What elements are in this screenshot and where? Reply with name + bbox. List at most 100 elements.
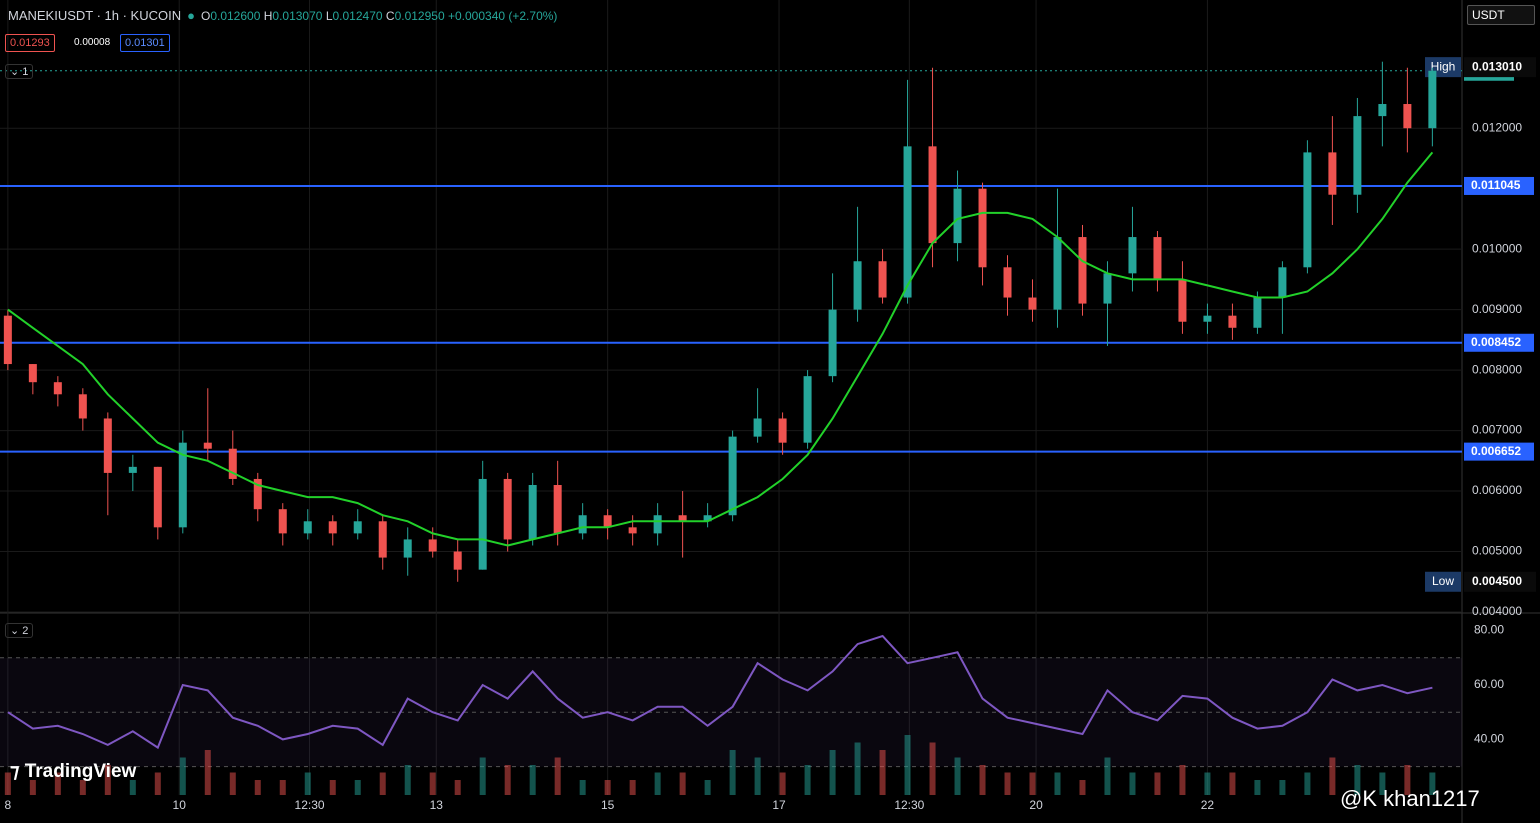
ohlc: O0.012600 H0.013070 L0.012470 C0.012950 … xyxy=(201,9,557,23)
candle-body xyxy=(1003,267,1012,298)
volume-bar xyxy=(454,780,461,795)
volume-bar xyxy=(904,735,911,795)
candle-body xyxy=(1403,104,1412,129)
volume-bar xyxy=(829,750,836,795)
pane-toggle[interactable]: ⌄ 2 xyxy=(5,623,34,638)
candle-body xyxy=(1278,267,1287,298)
volume-bar xyxy=(329,780,336,795)
watermark: @K khan1217 xyxy=(1340,786,1480,811)
rsi-tick-label: 80.00 xyxy=(1474,623,1504,637)
volume-bar xyxy=(1204,772,1211,795)
volume-bar xyxy=(154,772,161,795)
pane-toggle[interactable]: ⌄ 1 xyxy=(5,64,34,79)
c-label: C xyxy=(385,8,395,23)
x-tick-label: 10 xyxy=(173,798,187,812)
candle-body xyxy=(1053,237,1062,310)
candle-body xyxy=(678,515,687,522)
volume-bar xyxy=(1404,765,1411,795)
candle-body xyxy=(128,466,137,473)
volume-bar xyxy=(429,772,436,795)
candle-body xyxy=(778,418,787,443)
volume-bar xyxy=(1179,765,1186,795)
y-tick-label: 0.009000 xyxy=(1472,302,1522,316)
volume-bar xyxy=(1229,772,1236,795)
volume-bar xyxy=(1129,772,1136,795)
level-tag xyxy=(1464,176,1534,195)
c-value: 0.012950 xyxy=(394,8,445,23)
candle-body xyxy=(1028,297,1037,310)
volume-bar xyxy=(1054,772,1061,795)
change: +0.000340 (+2.70%) xyxy=(447,8,558,23)
volume-bar xyxy=(129,780,136,795)
volume-bar xyxy=(479,757,486,795)
h-label: H xyxy=(263,8,273,23)
h-value: 0.013070 xyxy=(272,8,323,23)
volume-bar xyxy=(1304,772,1311,795)
candle-body xyxy=(953,188,962,244)
volume-bar xyxy=(679,772,686,795)
candle-body xyxy=(1253,297,1262,328)
candle-body xyxy=(3,315,12,365)
rsi-line xyxy=(7,634,1433,750)
candle-body xyxy=(78,394,87,419)
level-tag xyxy=(1464,442,1534,461)
volume-bar xyxy=(229,772,236,795)
volume-bar xyxy=(1029,772,1036,795)
y-tick-label: 0.006000 xyxy=(1472,483,1522,497)
pane-number: 1 xyxy=(22,66,29,78)
l-value: 0.012470 xyxy=(332,8,383,23)
candle-body xyxy=(228,448,237,479)
candle-body xyxy=(1303,152,1312,268)
volume-bar xyxy=(354,780,361,795)
volume-bar xyxy=(554,757,561,795)
volume-bar xyxy=(4,772,11,795)
sell-button[interactable]: 0.01293 xyxy=(5,34,55,52)
candle-body xyxy=(528,485,537,540)
candle-body xyxy=(303,521,312,534)
x-tick-label: 8 xyxy=(5,798,12,812)
candle-body xyxy=(353,521,362,534)
hl-value: 0.004500 xyxy=(1472,574,1522,588)
y-tick-label: 0.008000 xyxy=(1472,362,1522,376)
candle-body xyxy=(703,515,712,522)
candle-body xyxy=(728,436,737,516)
candle-body xyxy=(278,509,287,534)
level-label: 0.011045 xyxy=(1471,178,1521,192)
logo-text: TradingView xyxy=(24,761,137,782)
volume-bar xyxy=(1379,772,1386,795)
y-tick-label: 0.007000 xyxy=(1472,423,1522,437)
volume-bar xyxy=(1279,780,1286,795)
candle-body xyxy=(1178,279,1187,322)
buy-button[interactable]: 0.01301 xyxy=(120,34,170,52)
candle-body xyxy=(153,466,162,528)
o-label: O xyxy=(200,8,211,23)
hl-label: High xyxy=(1431,59,1456,73)
volume-bar xyxy=(1254,780,1261,795)
spread: 0.00008 xyxy=(74,37,111,48)
candle-body xyxy=(253,478,262,510)
volume-bar xyxy=(754,757,761,795)
candle-body xyxy=(1353,116,1362,195)
candle-body xyxy=(628,527,637,534)
volume-bar xyxy=(804,765,811,795)
y-tick-label: 0.010000 xyxy=(1472,241,1522,255)
candle-body xyxy=(603,515,612,528)
hl-value-tag xyxy=(1464,571,1536,592)
candle-body xyxy=(53,382,62,395)
currency-select[interactable]: USDT xyxy=(1467,5,1535,25)
candle-body xyxy=(1428,70,1437,129)
hl-value-tag xyxy=(1464,57,1536,78)
volume-bar xyxy=(1329,757,1336,795)
l-label: L xyxy=(325,8,333,23)
volume-bar xyxy=(604,780,611,795)
volume-bar xyxy=(404,765,411,795)
level-label: 0.008452 xyxy=(1471,335,1521,349)
x-tick-label: 13 xyxy=(430,798,444,812)
volume-bar xyxy=(854,742,861,795)
candle-body xyxy=(878,261,887,298)
candle-body xyxy=(328,521,337,534)
candle-body xyxy=(753,418,762,437)
x-tick-label: 12:30 xyxy=(894,798,924,812)
candle-body xyxy=(553,485,562,534)
